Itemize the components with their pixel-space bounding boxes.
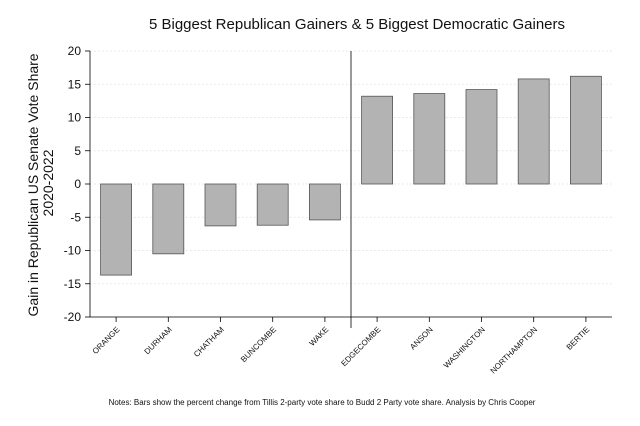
y-tick-label-3: -5 xyxy=(70,210,81,224)
bar-durham xyxy=(152,183,185,255)
x-tick-label-northampton: NORTHAMPTON xyxy=(489,325,540,376)
bar-wake xyxy=(308,183,341,221)
x-tick-label-buncombe: BUNCOMBE xyxy=(239,325,278,364)
x-tick-labels: ORANGE DURHAM CHATHAM BUNCOMBE WAKE EDGECOMBE… xyxy=(91,325,592,376)
x-tick-label-chatham: CHATHAM xyxy=(192,325,226,359)
bar-chatham xyxy=(204,183,237,227)
y-tick-label-7: 15 xyxy=(68,77,82,91)
bar-northampton xyxy=(517,78,550,185)
y-tick-label-0: -20 xyxy=(64,310,82,324)
x-tick-label-wake: WAKE xyxy=(307,325,330,348)
y-tick-label-8: 20 xyxy=(68,44,82,58)
y-tick-label-5: 5 xyxy=(74,144,81,158)
x-tick-label-edgecombe: EDGECOMBE xyxy=(339,325,382,368)
x-tick-label-orange: ORANGE xyxy=(91,325,122,356)
bar-bertie xyxy=(570,75,602,185)
y-axis-label: Gain in Republican US Senate Vote Share … xyxy=(25,50,56,317)
bars xyxy=(100,75,602,276)
y-tick-label-4: 0 xyxy=(74,177,81,191)
bar-anson xyxy=(413,93,446,185)
chart-title: 5 Biggest Republican Gainers & 5 Biggest… xyxy=(149,16,565,33)
y-tick-labels: -20 -15 -10 -5 0 5 10 15 20 xyxy=(64,44,82,324)
bar-buncombe xyxy=(256,183,289,226)
axes xyxy=(85,50,612,328)
x-tick-label-anson: ANSON xyxy=(408,325,435,352)
y-axis-label-line-2: 2020-2022 xyxy=(40,149,56,216)
bar-washington xyxy=(465,89,498,185)
x-tick-label-durham: DURHAM xyxy=(143,325,174,356)
bar-orange xyxy=(100,183,132,276)
y-tick-label-6: 10 xyxy=(68,111,82,125)
y-tick-label-1: -15 xyxy=(64,277,82,291)
bar-edgecombe xyxy=(361,95,394,185)
x-tick-label-bertie: BERTIE xyxy=(565,325,592,352)
chart-note: Notes: Bars show the percent change from… xyxy=(109,398,536,407)
y-tick-label-2: -10 xyxy=(64,244,82,258)
y-axis-label-line-1: Gain in Republican US Senate Vote Share xyxy=(25,53,41,316)
x-tick-label-washington: WASHINGTON xyxy=(442,325,487,370)
